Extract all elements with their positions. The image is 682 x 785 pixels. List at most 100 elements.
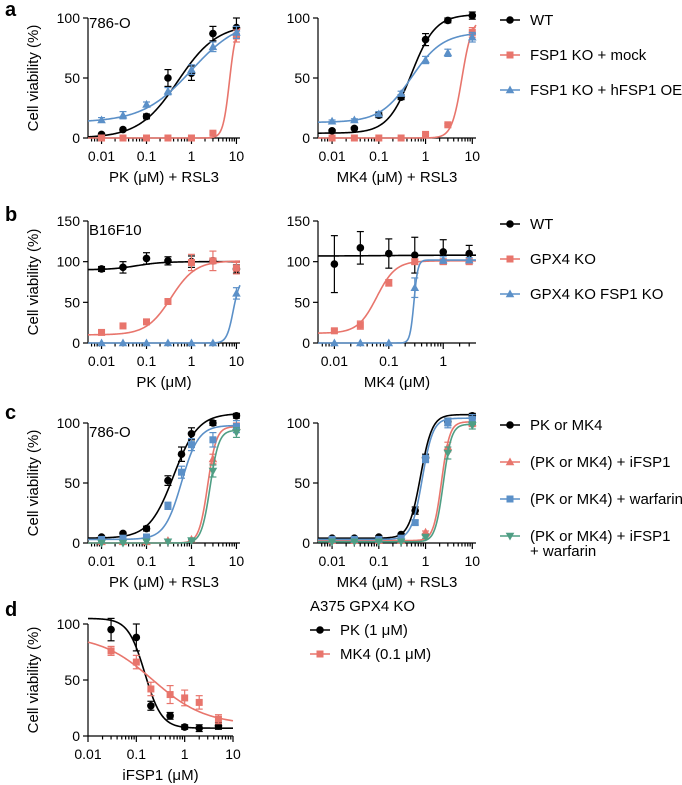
x-axis-label: MK4 (μM) + RSL3 — [337, 169, 458, 186]
fit-curve-black — [318, 254, 476, 257]
data-point-blue — [177, 468, 185, 476]
y-tick-label: 0 — [302, 535, 310, 551]
x-tick-label: 10 — [229, 148, 245, 164]
data-point-black — [187, 430, 196, 438]
data-point-red — [119, 322, 127, 330]
data-point-black — [164, 476, 172, 485]
data-point-black — [195, 724, 204, 732]
data-point-blue — [142, 338, 151, 347]
data-point-black — [328, 127, 336, 135]
data-point-red — [166, 691, 174, 699]
data-point-green — [467, 422, 477, 430]
data-point-red — [119, 134, 127, 142]
data-point-blue — [142, 99, 151, 108]
legend-swatch-marker — [506, 495, 514, 503]
fit-curve-red — [318, 421, 477, 542]
y-tick-label: 0 — [72, 335, 80, 351]
data-point-red — [232, 264, 240, 272]
data-point-red — [147, 685, 155, 693]
x-axis-label: PK (μM) — [136, 374, 191, 391]
data-point-blue — [410, 283, 420, 291]
data-point-black — [356, 244, 365, 252]
data-point-green — [396, 538, 406, 547]
data-point-red — [422, 130, 430, 138]
data-point-red — [411, 258, 419, 266]
data-point-black — [444, 16, 452, 25]
legend-swatch-marker — [316, 650, 324, 658]
legend: PK or MK4 (PK or MK4) + iFSP1 (PK or MK4) … — [500, 417, 682, 560]
data-point-blue — [438, 255, 448, 264]
x-tick-label: 1 — [439, 353, 447, 369]
x-tick-label: 10 — [465, 148, 481, 164]
y-tick-label: 50 — [64, 475, 80, 491]
y-tick-label: 50 — [64, 672, 80, 688]
y-tick-label: 50 — [64, 70, 80, 86]
data-point-blue — [163, 86, 173, 95]
y-axis-label: Cell viability (%) — [25, 430, 42, 537]
x-tick-label: 10 — [229, 353, 245, 369]
data-point-red — [98, 134, 106, 142]
legend-label: WT — [530, 216, 553, 233]
data-point-green — [327, 538, 337, 547]
y-tick-label: 50 — [294, 294, 310, 310]
x-axis-label: MK4 (μM) — [364, 374, 430, 391]
legend-swatch-marker — [506, 255, 514, 263]
data-point-green — [187, 537, 196, 546]
data-point-red — [187, 134, 195, 142]
data-point-blue — [98, 535, 106, 543]
data-point-blue — [374, 109, 384, 118]
x-axis-label: PK (μM) + RSL3 — [109, 574, 219, 591]
data-point-red — [187, 258, 195, 266]
data-point-black — [410, 251, 419, 259]
x-axis-label: PK (μM) + RSL3 — [109, 169, 219, 186]
data-point-blue — [232, 27, 241, 36]
data-point-blue — [232, 288, 241, 297]
panel-c-left: 0 50 100 0.01 0.1 1 10 PK (μM) + RSL3 Cell viabi… — [5, 402, 244, 591]
data-point-red — [385, 279, 393, 287]
fit-curve-blue — [87, 29, 241, 122]
data-point-black — [107, 625, 115, 634]
data-point-blue — [232, 423, 240, 431]
data-point-red — [98, 328, 106, 336]
data-point-black — [142, 254, 151, 263]
data-point-blue — [356, 338, 365, 347]
legend-swatch-marker — [506, 220, 514, 228]
data-point-blue — [350, 115, 359, 124]
panel-label: c — [5, 402, 16, 424]
fit-curve-blue — [88, 424, 241, 541]
y-tick-label: 50 — [64, 294, 80, 310]
legend-swatch-marker — [505, 457, 515, 466]
legend-label: GPX4 KO FSP1 KO — [530, 286, 663, 303]
data-point-blue — [118, 110, 128, 119]
data-point-red — [375, 134, 383, 142]
x-tick-label: 0.1 — [137, 353, 157, 369]
legend-label: MK4 (0.1 μM) — [340, 646, 431, 663]
data-point-green — [232, 429, 241, 438]
panel-b-left: 0 50 100 150 0.01 0.1 1 10 PK (μM) Cell viability… — [5, 204, 244, 391]
y-tick-label: 150 — [287, 213, 311, 229]
data-point-black — [209, 419, 217, 427]
data-point-blue — [397, 534, 405, 542]
data-point-red — [164, 134, 172, 142]
x-tick-label: 0.1 — [127, 746, 147, 762]
data-point-green — [97, 539, 106, 548]
data-point-green — [374, 538, 384, 547]
data-point-black — [177, 450, 186, 459]
x-tick-label: 10 — [225, 746, 241, 762]
data-point-green — [208, 467, 218, 476]
data-point-blue — [421, 55, 430, 64]
data-point-black — [164, 74, 172, 82]
data-point-green — [350, 538, 359, 547]
data-point-green — [443, 449, 453, 458]
y-tick-label: 100 — [287, 415, 311, 431]
cell-line-label: 786-O — [89, 15, 131, 32]
data-point-red — [181, 694, 189, 702]
data-point-black — [421, 35, 430, 44]
fit-curve-black — [87, 413, 241, 539]
data-point-blue — [467, 32, 477, 41]
fit-curve-green — [318, 423, 477, 543]
legend-label: + warfarin — [530, 543, 596, 560]
fit-curve-black — [318, 14, 477, 134]
legend-label: PK (1 μM) — [340, 622, 408, 639]
data-point-blue — [118, 338, 128, 347]
